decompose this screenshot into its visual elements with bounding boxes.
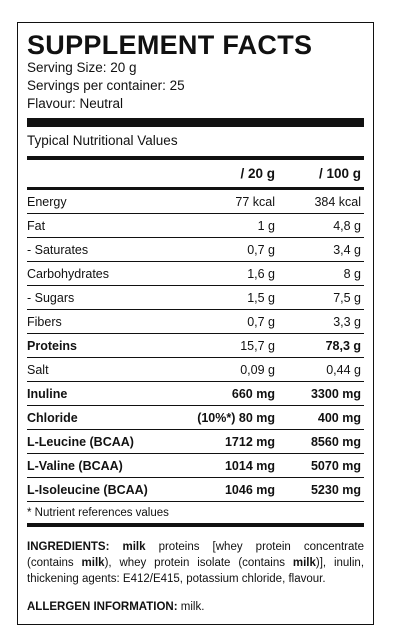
nutrient-name: L-Valine (BCAA) xyxy=(27,453,187,478)
ingredient-allergen-word: milk xyxy=(81,557,105,569)
value-per-100g: 0,44 g xyxy=(277,357,364,382)
serving-size: Serving Size: 20 g xyxy=(27,60,137,75)
nutrient-name: Chloride xyxy=(27,405,187,430)
header-per-serving: / 20 g xyxy=(187,160,277,190)
nutrient-name: L-Isoleucine (BCAA) xyxy=(27,477,187,502)
table-row: Fat 1 g 4,8 g xyxy=(27,213,364,238)
nutrient-name: Salt xyxy=(27,357,187,382)
value-per-serving: 0,09 g xyxy=(187,357,277,382)
value-per-serving: 1,5 g xyxy=(187,285,277,310)
medium-divider xyxy=(27,156,364,160)
allergen-information: ALLERGEN INFORMATION: milk. xyxy=(27,601,364,613)
value-per-serving: 1,6 g xyxy=(187,261,277,286)
ingredient-text: )], inulin, thickening agents: E412/E415… xyxy=(27,557,365,585)
servings-per-container: Servings per container: 25 xyxy=(27,78,185,93)
value-per-100g: 8560 mg xyxy=(277,429,364,454)
value-per-100g: 5070 mg xyxy=(277,453,364,478)
value-per-100g: 3,4 g xyxy=(277,237,364,262)
medium-divider xyxy=(27,523,364,527)
value-per-serving: 1046 mg xyxy=(187,477,277,502)
value-per-serving: 0,7 g xyxy=(187,237,277,262)
nutrition-table: / 20 g / 100 g Energy 77 kcal 384 kcal Fat 1… xyxy=(27,160,364,502)
value-per-serving: 15,7 g xyxy=(187,333,277,358)
nutrient-name: L-Leucine (BCAA) xyxy=(27,429,187,454)
nutrient-name: Proteins xyxy=(27,333,187,358)
typical-values-label: Typical Nutritional Values xyxy=(27,133,178,148)
value-per-serving: 1712 mg xyxy=(187,429,277,454)
value-per-100g: 5230 mg xyxy=(277,477,364,502)
table-row: Proteins 15,7 g 78,3 g xyxy=(27,333,364,358)
table-row: - Sugars 1,5 g 7,5 g xyxy=(27,285,364,310)
table-row: Salt 0,09 g 0,44 g xyxy=(27,357,364,382)
table-row: L-Leucine (BCAA) 1712 mg 8560 mg xyxy=(27,429,364,454)
supplement-facts-panel: SUPPLEMENT FACTS Serving Size: 20 g Serv… xyxy=(17,22,374,625)
table-row: L-Valine (BCAA) 1014 mg 5070 mg xyxy=(27,453,364,478)
value-per-serving: 77 kcal xyxy=(187,188,277,214)
thick-divider xyxy=(27,118,364,127)
nutrient-name: Fibers xyxy=(27,309,187,334)
value-per-serving: 1014 mg xyxy=(187,453,277,478)
table-row: Inuline 660 mg 3300 mg xyxy=(27,381,364,406)
table-row: Fibers 0,7 g 3,3 g xyxy=(27,309,364,334)
value-per-100g: 78,3 g xyxy=(277,333,364,358)
header-name xyxy=(27,160,187,190)
allergen-label: ALLERGEN INFORMATION: xyxy=(27,601,178,613)
allergen-value: milk. xyxy=(177,601,205,613)
value-per-100g: 8 g xyxy=(277,261,364,286)
flavour: Flavour: Neutral xyxy=(27,96,124,111)
header-per-100g: / 100 g xyxy=(277,160,364,190)
ingredient-text: ), whey protein isolate (contains xyxy=(104,557,293,569)
ingredients-label: INGREDIENTS: xyxy=(27,541,110,553)
table-row: Energy 77 kcal 384 kcal xyxy=(27,188,364,214)
nutrient-name: - Saturates xyxy=(27,237,187,262)
value-per-100g: 384 kcal xyxy=(277,188,364,214)
panel-title: SUPPLEMENT FACTS xyxy=(27,30,313,60)
value-per-serving: 660 mg xyxy=(187,381,277,406)
value-per-100g: 7,5 g xyxy=(277,285,364,310)
table-row: - Saturates 0,7 g 3,4 g xyxy=(27,237,364,262)
value-per-100g: 3,3 g xyxy=(277,309,364,334)
table-header-row: / 20 g / 100 g xyxy=(27,160,364,190)
value-per-serving: 0,7 g xyxy=(187,309,277,334)
ingredients-text: INGREDIENTS: milk proteins [whey protein… xyxy=(27,539,364,587)
nutrient-name: Inuline xyxy=(27,381,187,406)
ingredient-allergen-word: milk xyxy=(122,541,146,553)
value-per-serving: (10%*) 80 mg xyxy=(187,405,277,430)
value-per-100g: 3300 mg xyxy=(277,381,364,406)
ingredient-allergen-word: milk xyxy=(292,557,316,569)
nutrient-name: Carbohydrates xyxy=(27,261,187,286)
table-row: Chloride (10%*) 80 mg 400 mg xyxy=(27,405,364,430)
nutrient-name: - Sugars xyxy=(27,285,187,310)
value-per-100g: 4,8 g xyxy=(277,213,364,238)
nutrient-name: Fat xyxy=(27,213,187,238)
table-row: L-Isoleucine (BCAA) 1046 mg 5230 mg xyxy=(27,477,364,502)
nutrient-name: Energy xyxy=(27,188,187,214)
value-per-serving: 1 g xyxy=(187,213,277,238)
value-per-100g: 400 mg xyxy=(277,405,364,430)
nutrient-reference-note: * Nutrient references values xyxy=(27,507,169,519)
ingredient-text: proteins [whey protein concentrate (cont… xyxy=(27,541,364,569)
